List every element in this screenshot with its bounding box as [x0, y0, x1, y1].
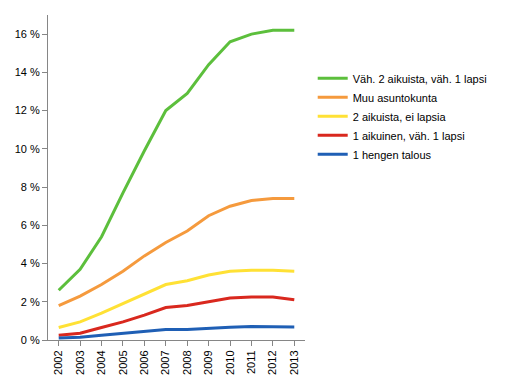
svg-text:2005: 2005 — [117, 350, 129, 374]
svg-text:2010: 2010 — [224, 350, 236, 374]
svg-text:14 %: 14 % — [15, 66, 40, 78]
svg-text:0 %: 0 % — [21, 334, 40, 346]
svg-text:2002: 2002 — [52, 350, 64, 374]
svg-text:2 aikuista, ei lapsia: 2 aikuista, ei lapsia — [353, 111, 447, 123]
svg-text:6 %: 6 % — [21, 219, 40, 231]
svg-text:2008: 2008 — [181, 350, 193, 374]
svg-text:Väh. 2 aikuista, väh. 1 lapsi: Väh. 2 aikuista, väh. 1 lapsi — [353, 73, 487, 85]
svg-text:8 %: 8 % — [21, 181, 40, 193]
svg-text:1 hengen talous: 1 hengen talous — [353, 149, 432, 161]
svg-text:10 %: 10 % — [15, 143, 40, 155]
svg-text:2 %: 2 % — [21, 296, 40, 308]
svg-text:2009: 2009 — [202, 350, 214, 374]
svg-text:2004: 2004 — [95, 350, 107, 374]
svg-text:2007: 2007 — [159, 350, 171, 374]
svg-text:12 %: 12 % — [15, 104, 40, 116]
svg-text:2012: 2012 — [266, 350, 278, 374]
svg-text:4 %: 4 % — [21, 257, 40, 269]
svg-text:2011: 2011 — [245, 350, 257, 374]
svg-text:1 aikuinen, väh. 1 lapsi: 1 aikuinen, väh. 1 lapsi — [353, 130, 465, 142]
svg-text:2013: 2013 — [288, 350, 300, 374]
svg-text:Muu asuntokunta: Muu asuntokunta — [353, 92, 438, 104]
svg-text:2003: 2003 — [74, 350, 86, 374]
svg-text:2006: 2006 — [138, 350, 150, 374]
svg-text:16 %: 16 % — [15, 28, 40, 40]
